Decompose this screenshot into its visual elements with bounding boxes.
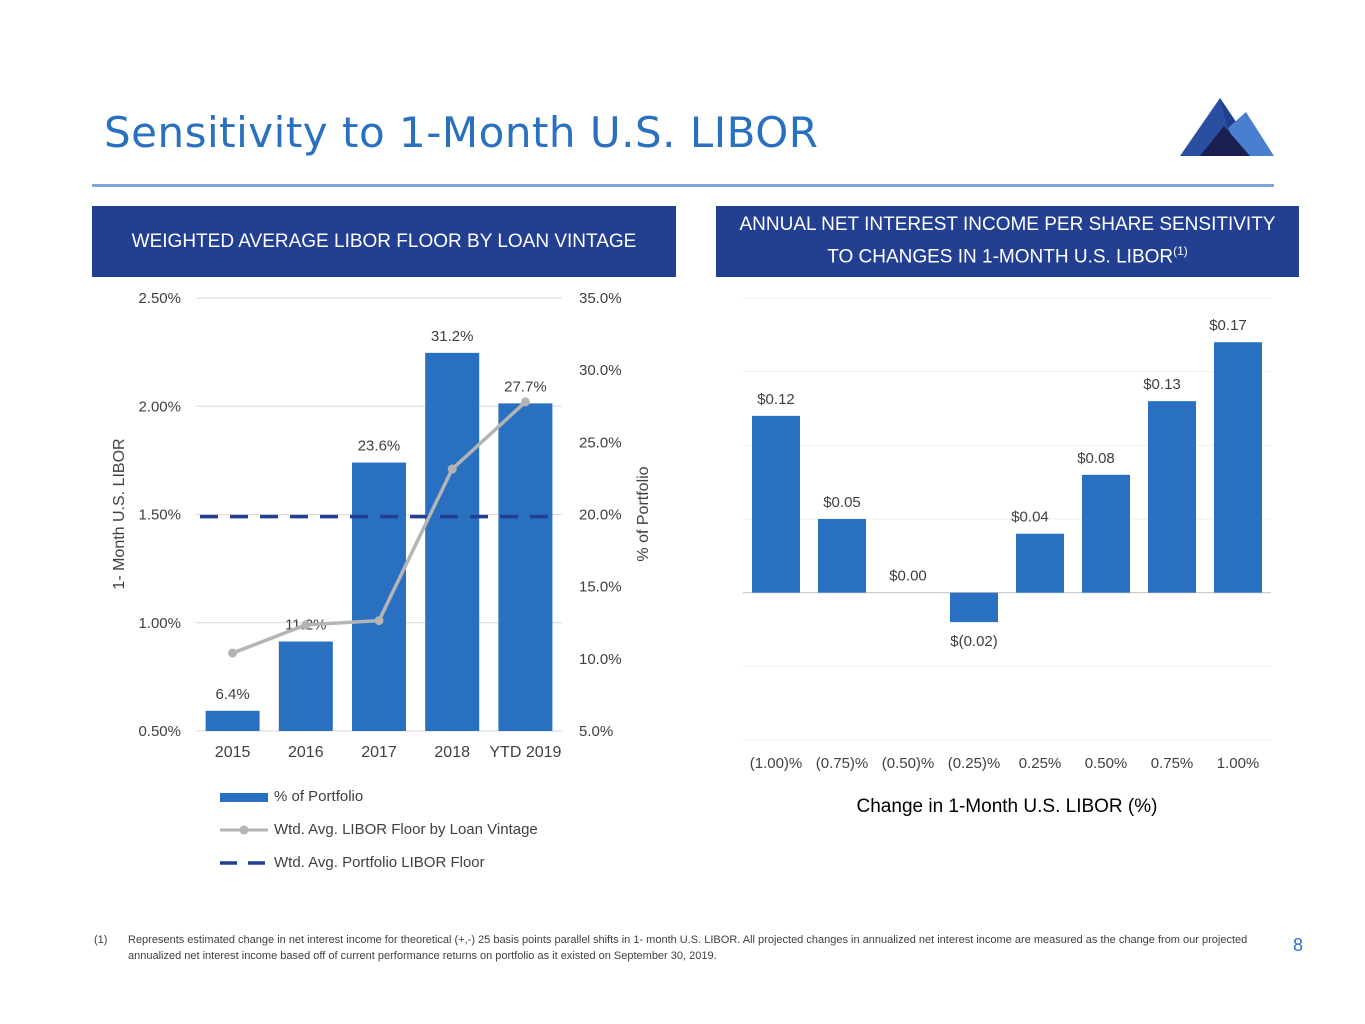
legend-line-swatch (220, 820, 268, 840)
nii-sensitivity-chart: $0.12 (1.00)% $0.05 (0.75)% $0.00 (0.50)% $(0.… (743, 297, 1271, 817)
portfolio-bar (352, 462, 406, 731)
sensitivity-bar (950, 592, 998, 623)
vintage-floor-point (374, 616, 384, 626)
bar-data-label: 23.6% (358, 438, 401, 455)
y2-tick-label: 35.0% (579, 290, 622, 307)
y-tick-label: 1.50% (138, 507, 181, 524)
sensitivity-bar (1016, 533, 1064, 593)
right-chart-header-line1: ANNUAL NET INTEREST INCOME PER SHARE SEN… (739, 214, 1276, 236)
sensitivity-bar (1082, 474, 1130, 593)
legend-item-portfolio: % of Portfolio (220, 780, 538, 813)
sensitivity-bar (1148, 401, 1196, 593)
bar-data-label: $0.04 (1011, 509, 1049, 526)
legend-item-portfolio-floor: Wtd. Avg. Portfolio LIBOR Floor (220, 846, 538, 879)
y2-tick-label: 25.0% (579, 434, 622, 451)
legend-item-vintage-floor: Wtd. Avg. LIBOR Floor by Loan Vintage (220, 813, 538, 846)
left-chart-header-text: WEIGHTED AVERAGE LIBOR FLOOR BY LOAN VIN… (131, 230, 637, 252)
bar-data-label: $0.05 (823, 494, 861, 511)
y2-tick-label: 5.0% (579, 723, 613, 740)
legend-label: Wtd. Avg. LIBOR Floor by Loan Vintage (274, 821, 538, 838)
x-tick-label: 0.25% (1019, 755, 1062, 772)
bar-data-label: $0.17 (1209, 317, 1247, 334)
vintage-floor-point (228, 648, 238, 658)
sensitivity-bar (1214, 342, 1262, 593)
y2-axis-title: % of Portfolio (635, 466, 652, 561)
legend-label: Wtd. Avg. Portfolio LIBOR Floor (274, 854, 485, 871)
y-tick-label: 2.00% (138, 398, 181, 415)
x-tick-label: 0.75% (1151, 755, 1194, 772)
y2-tick-label: 10.0% (579, 651, 622, 668)
y2-tick-label: 15.0% (579, 579, 622, 596)
portfolio-bar (425, 352, 480, 731)
mountain-logo-icon (1180, 98, 1274, 156)
page-title: Sensitivity to 1-Month U.S. LIBOR (104, 108, 819, 157)
x-tick-label: (0.50)% (882, 755, 935, 772)
x-tick-label: (0.75)% (816, 755, 869, 772)
right-chart-header-line2: TO CHANGES IN 1-MONTH U.S. LIBOR (827, 246, 1174, 268)
left-chart-legend: % of Portfolio Wtd. Avg. LIBOR Floor by … (220, 780, 538, 879)
x-tick-label: 2017 (361, 744, 397, 761)
x-tick-label: YTD 2019 (489, 744, 561, 761)
x-tick-label: (0.25)% (948, 755, 1001, 772)
x-tick-label: 2018 (434, 744, 470, 761)
vintage-floor-point (447, 464, 457, 474)
vintage-floor-point (520, 397, 530, 407)
bar-data-label: 27.7% (504, 378, 547, 395)
bar-data-label: $0.12 (757, 391, 795, 408)
footnote-reference: (1) (1173, 244, 1188, 259)
x-tick-label: 0.50% (1085, 755, 1128, 772)
bar-data-label: $0.08 (1077, 450, 1115, 467)
footnote-text: Represents estimated change in net inter… (128, 934, 1248, 962)
legend-label: % of Portfolio (274, 788, 364, 805)
portfolio-bar (498, 403, 553, 731)
left-chart-header: WEIGHTED AVERAGE LIBOR FLOOR BY LOAN VIN… (92, 206, 676, 277)
y-tick-label: 2.50% (138, 290, 181, 307)
x-tick-label: 1.00% (1217, 755, 1260, 772)
bar-data-label: $0.00 (889, 568, 927, 585)
bar-data-label: 6.4% (215, 686, 249, 703)
legend-dash-swatch (220, 853, 268, 873)
title-divider (92, 184, 1274, 187)
portfolio-bar (205, 710, 260, 731)
libor-floor-chart: 2.50% 2.00% 1.50% 1.00% 0.50% 35.0% 30.0% 25.0%… (111, 290, 652, 761)
y-tick-label: 0.50% (138, 723, 181, 740)
vintage-floor-point (301, 620, 311, 630)
portfolio-bar (278, 641, 333, 731)
bar-data-label: $0.13 (1143, 376, 1181, 393)
y-tick-label: 1.00% (138, 615, 181, 632)
sensitivity-bar (818, 519, 866, 593)
bar-data-label: 31.2% (431, 328, 474, 345)
y2-tick-label: 30.0% (579, 362, 622, 379)
y-axis-title: 1- Month U.S. LIBOR (111, 438, 128, 589)
footnote-mark: (1) (94, 934, 108, 946)
sensitivity-bar (752, 415, 800, 593)
x-axis-title: Change in 1-Month U.S. LIBOR (%) (857, 796, 1158, 817)
bar-data-label: $(0.02) (950, 633, 998, 650)
x-tick-label: (1.00)% (750, 755, 803, 772)
x-tick-label: 2016 (288, 744, 324, 761)
y2-tick-label: 20.0% (579, 507, 622, 524)
page-number: 8 (1293, 935, 1304, 955)
x-tick-label: 2015 (215, 744, 251, 761)
right-chart-header: ANNUAL NET INTEREST INCOME PER SHARE SEN… (716, 206, 1299, 277)
legend-bar-swatch (220, 787, 268, 807)
